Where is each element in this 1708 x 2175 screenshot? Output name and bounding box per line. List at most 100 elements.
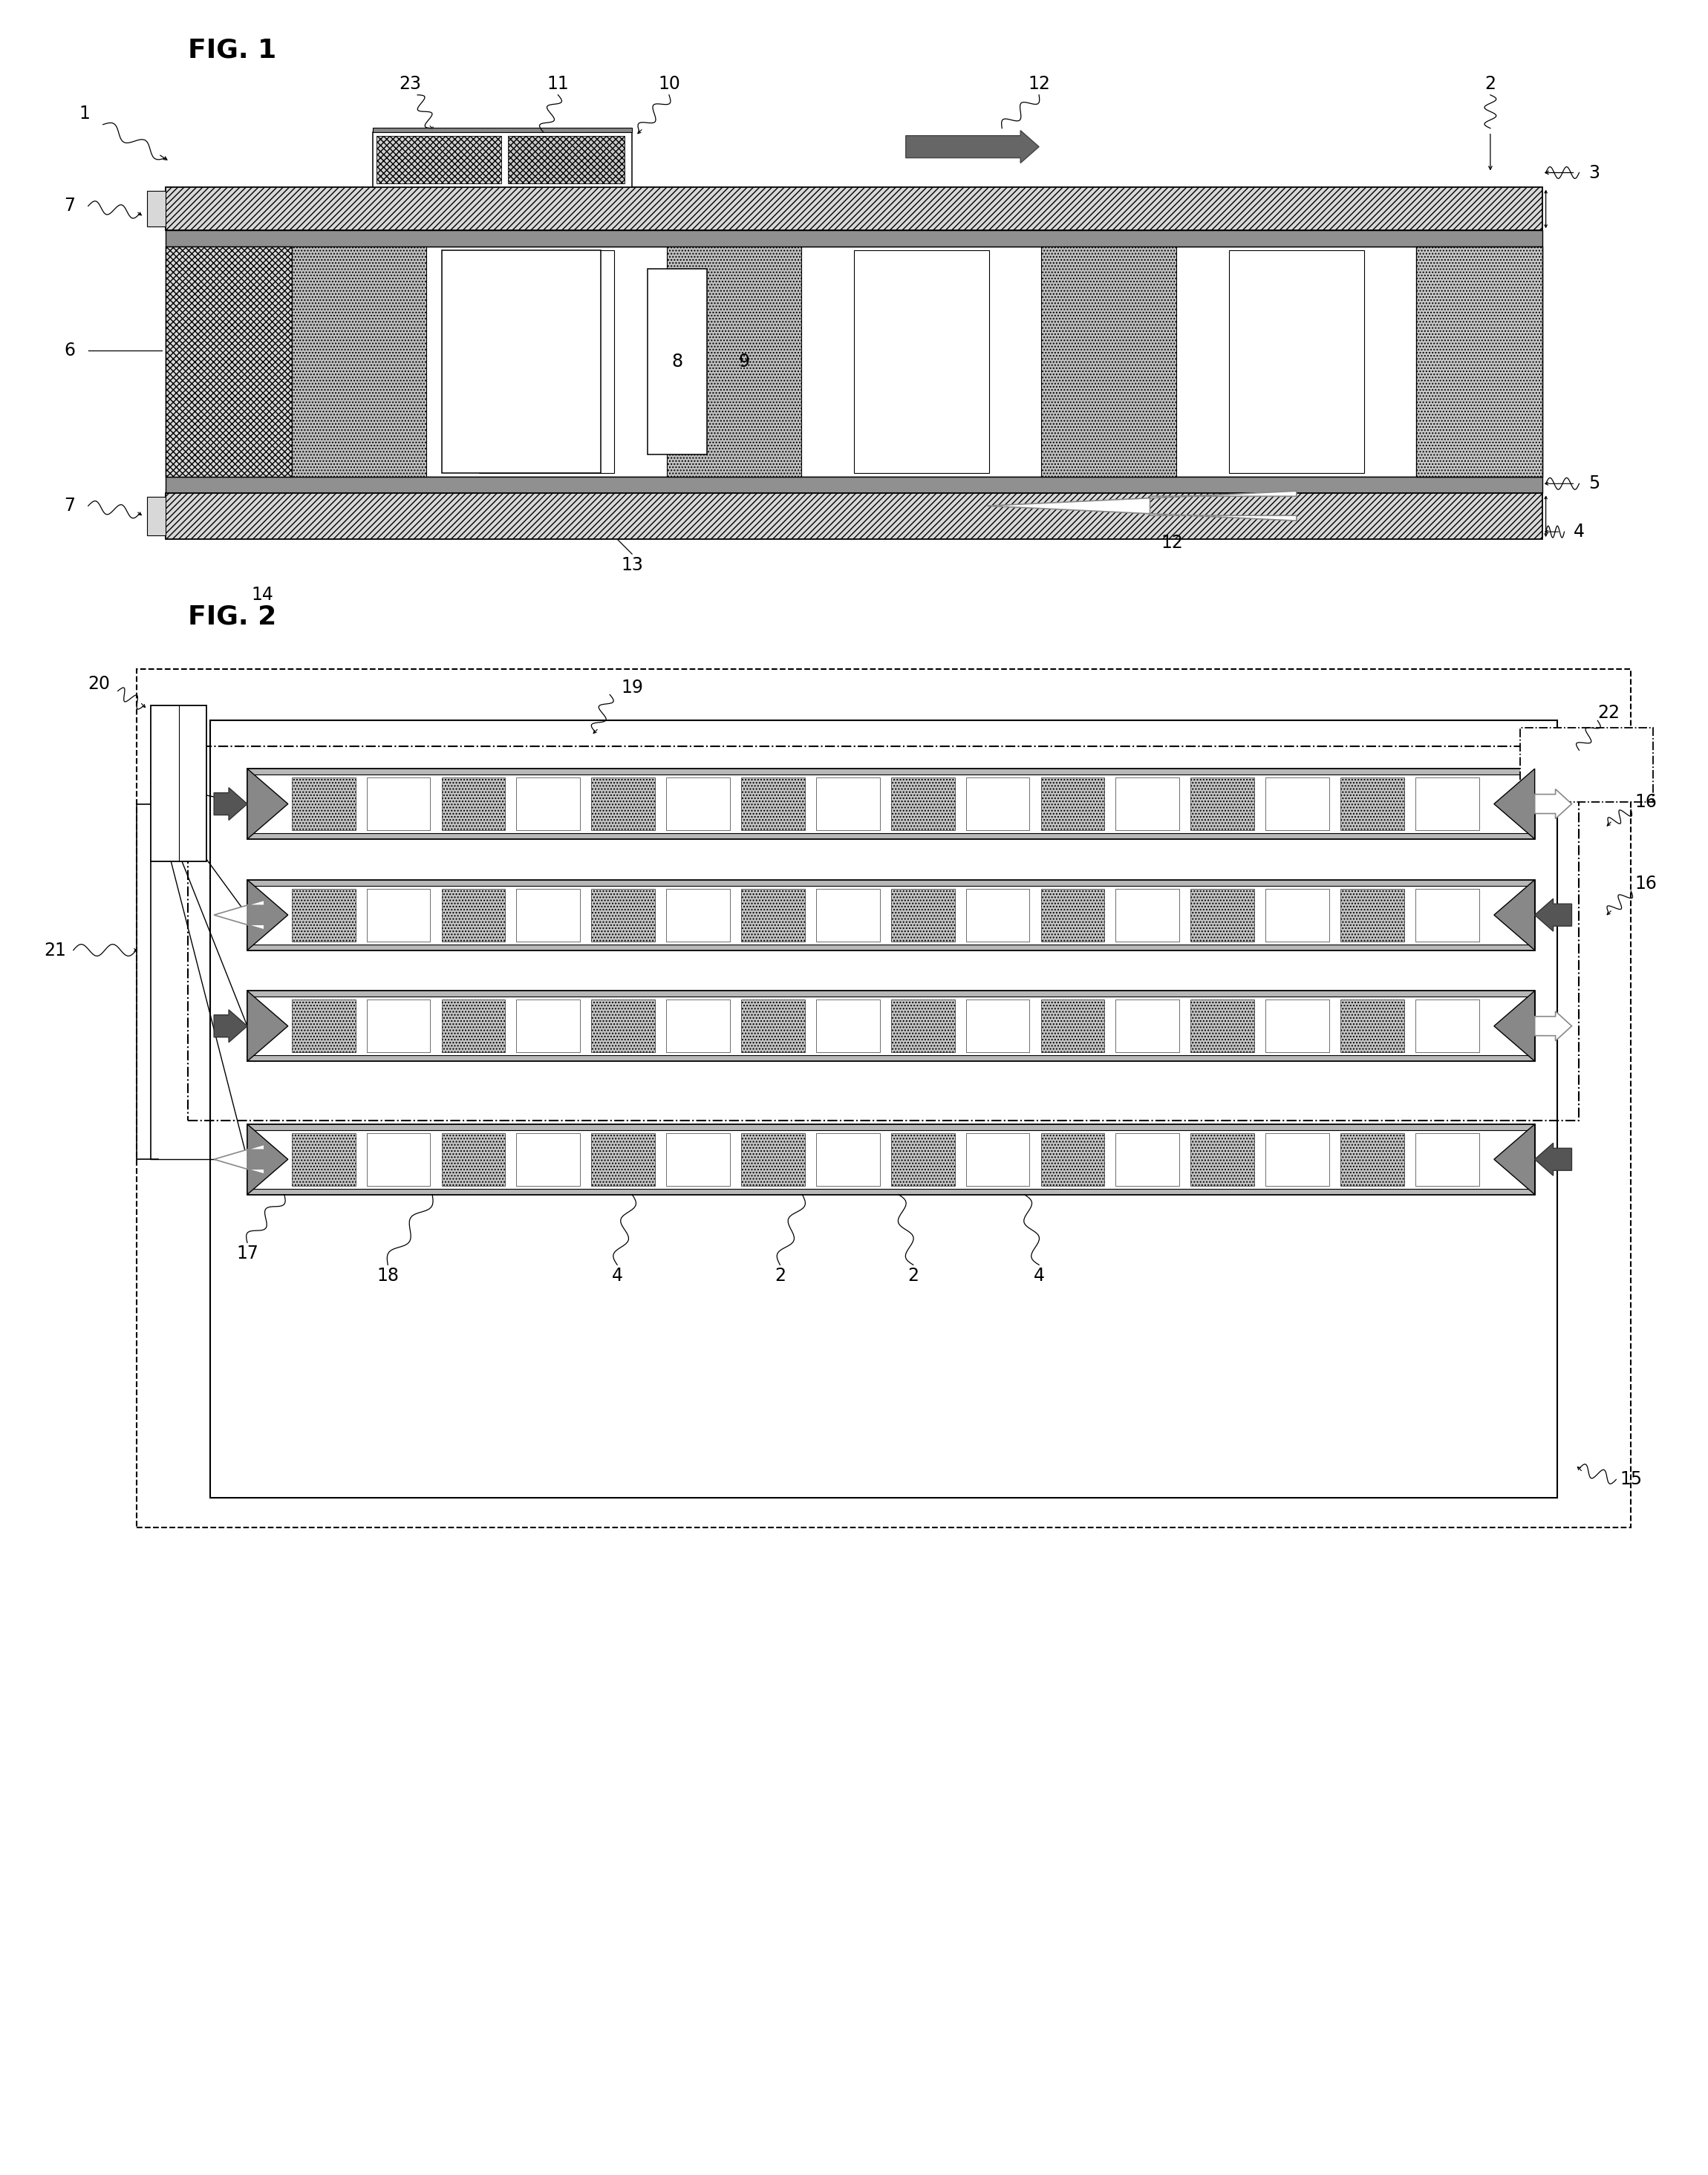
Bar — [741, 1133, 804, 1185]
Bar — [251, 996, 1530, 1055]
Bar — [137, 668, 1631, 1527]
Bar — [1416, 1133, 1479, 1185]
Bar — [166, 187, 1542, 231]
Bar — [967, 1133, 1030, 1185]
Text: 10: 10 — [658, 74, 680, 94]
Bar — [166, 246, 292, 476]
Bar — [367, 776, 430, 831]
Bar — [442, 250, 601, 474]
Bar — [367, 890, 430, 942]
Polygon shape — [1535, 790, 1571, 818]
Bar — [516, 1001, 581, 1053]
Bar — [741, 890, 804, 942]
Bar — [591, 1133, 654, 1185]
Bar — [147, 496, 166, 535]
Text: 5: 5 — [1588, 474, 1600, 492]
Bar — [166, 494, 1542, 539]
Bar — [1341, 776, 1404, 831]
Bar — [516, 1133, 581, 1185]
Text: 23: 23 — [400, 74, 422, 94]
Bar — [666, 776, 729, 831]
Bar — [516, 776, 581, 831]
Text: 7: 7 — [65, 496, 75, 515]
Bar — [892, 1133, 955, 1185]
Bar — [741, 1001, 804, 1053]
Text: 20: 20 — [89, 674, 111, 692]
Polygon shape — [248, 1124, 289, 1194]
Polygon shape — [1494, 992, 1535, 1061]
Text: 6: 6 — [65, 341, 75, 359]
Bar — [150, 707, 207, 861]
Polygon shape — [214, 1144, 265, 1174]
Text: 16: 16 — [1635, 794, 1657, 811]
Bar — [666, 1001, 729, 1053]
Bar — [248, 992, 1535, 1061]
Text: 15: 15 — [1619, 1470, 1641, 1488]
Bar — [248, 1124, 1535, 1194]
Bar — [248, 881, 1535, 950]
Text: 4: 4 — [1033, 1268, 1045, 1285]
Bar — [666, 1133, 729, 1185]
Bar — [1115, 890, 1180, 942]
Bar — [892, 776, 955, 831]
Bar — [1416, 1001, 1479, 1053]
Bar — [1040, 890, 1105, 942]
Bar — [292, 890, 355, 942]
Text: FIG. 2: FIG. 2 — [188, 605, 277, 629]
Bar — [816, 1133, 880, 1185]
Bar — [441, 890, 506, 942]
Bar — [647, 270, 707, 455]
Text: 2: 2 — [907, 1268, 919, 1285]
Bar — [666, 890, 729, 942]
Bar — [967, 890, 1030, 942]
Bar — [292, 1001, 355, 1053]
Bar — [1341, 890, 1404, 942]
Polygon shape — [214, 900, 265, 929]
Text: 17: 17 — [236, 1244, 258, 1264]
Bar — [1228, 250, 1365, 474]
Text: 3: 3 — [1588, 163, 1599, 181]
Bar — [147, 191, 166, 226]
Text: 18: 18 — [377, 1268, 400, 1285]
Text: 4: 4 — [611, 1268, 623, 1285]
Bar — [166, 476, 1542, 494]
Text: 12: 12 — [1161, 535, 1184, 552]
Bar — [892, 1001, 955, 1053]
Bar — [1115, 1133, 1180, 1185]
Bar — [1266, 1133, 1329, 1185]
Bar — [741, 776, 804, 831]
Text: FIG. 1: FIG. 1 — [188, 37, 277, 63]
Text: 8: 8 — [671, 352, 683, 370]
Bar — [1115, 776, 1180, 831]
Bar — [367, 1133, 430, 1185]
Text: 11: 11 — [547, 74, 569, 94]
Bar — [854, 250, 989, 474]
Polygon shape — [905, 130, 1038, 163]
Bar — [292, 246, 427, 476]
Polygon shape — [1535, 898, 1571, 931]
Polygon shape — [1494, 881, 1535, 950]
Bar — [210, 720, 1558, 1499]
Polygon shape — [987, 492, 1296, 520]
Bar — [372, 133, 632, 187]
Bar — [666, 246, 801, 476]
Text: 21: 21 — [44, 942, 67, 959]
Text: 7: 7 — [65, 198, 75, 215]
Bar — [816, 1001, 880, 1053]
Text: 19: 19 — [622, 679, 644, 696]
Bar — [591, 1001, 654, 1053]
Polygon shape — [1535, 1144, 1571, 1177]
Bar — [441, 776, 506, 831]
Text: 16: 16 — [1635, 874, 1657, 892]
Bar — [507, 135, 623, 183]
Bar — [1115, 1001, 1180, 1053]
Bar — [1416, 246, 1542, 476]
Bar — [292, 1133, 355, 1185]
Polygon shape — [248, 881, 289, 950]
Bar — [892, 890, 955, 942]
Polygon shape — [248, 992, 289, 1061]
Bar — [251, 885, 1530, 944]
Polygon shape — [1535, 1011, 1571, 1042]
Bar — [480, 250, 615, 474]
Bar — [591, 776, 654, 831]
